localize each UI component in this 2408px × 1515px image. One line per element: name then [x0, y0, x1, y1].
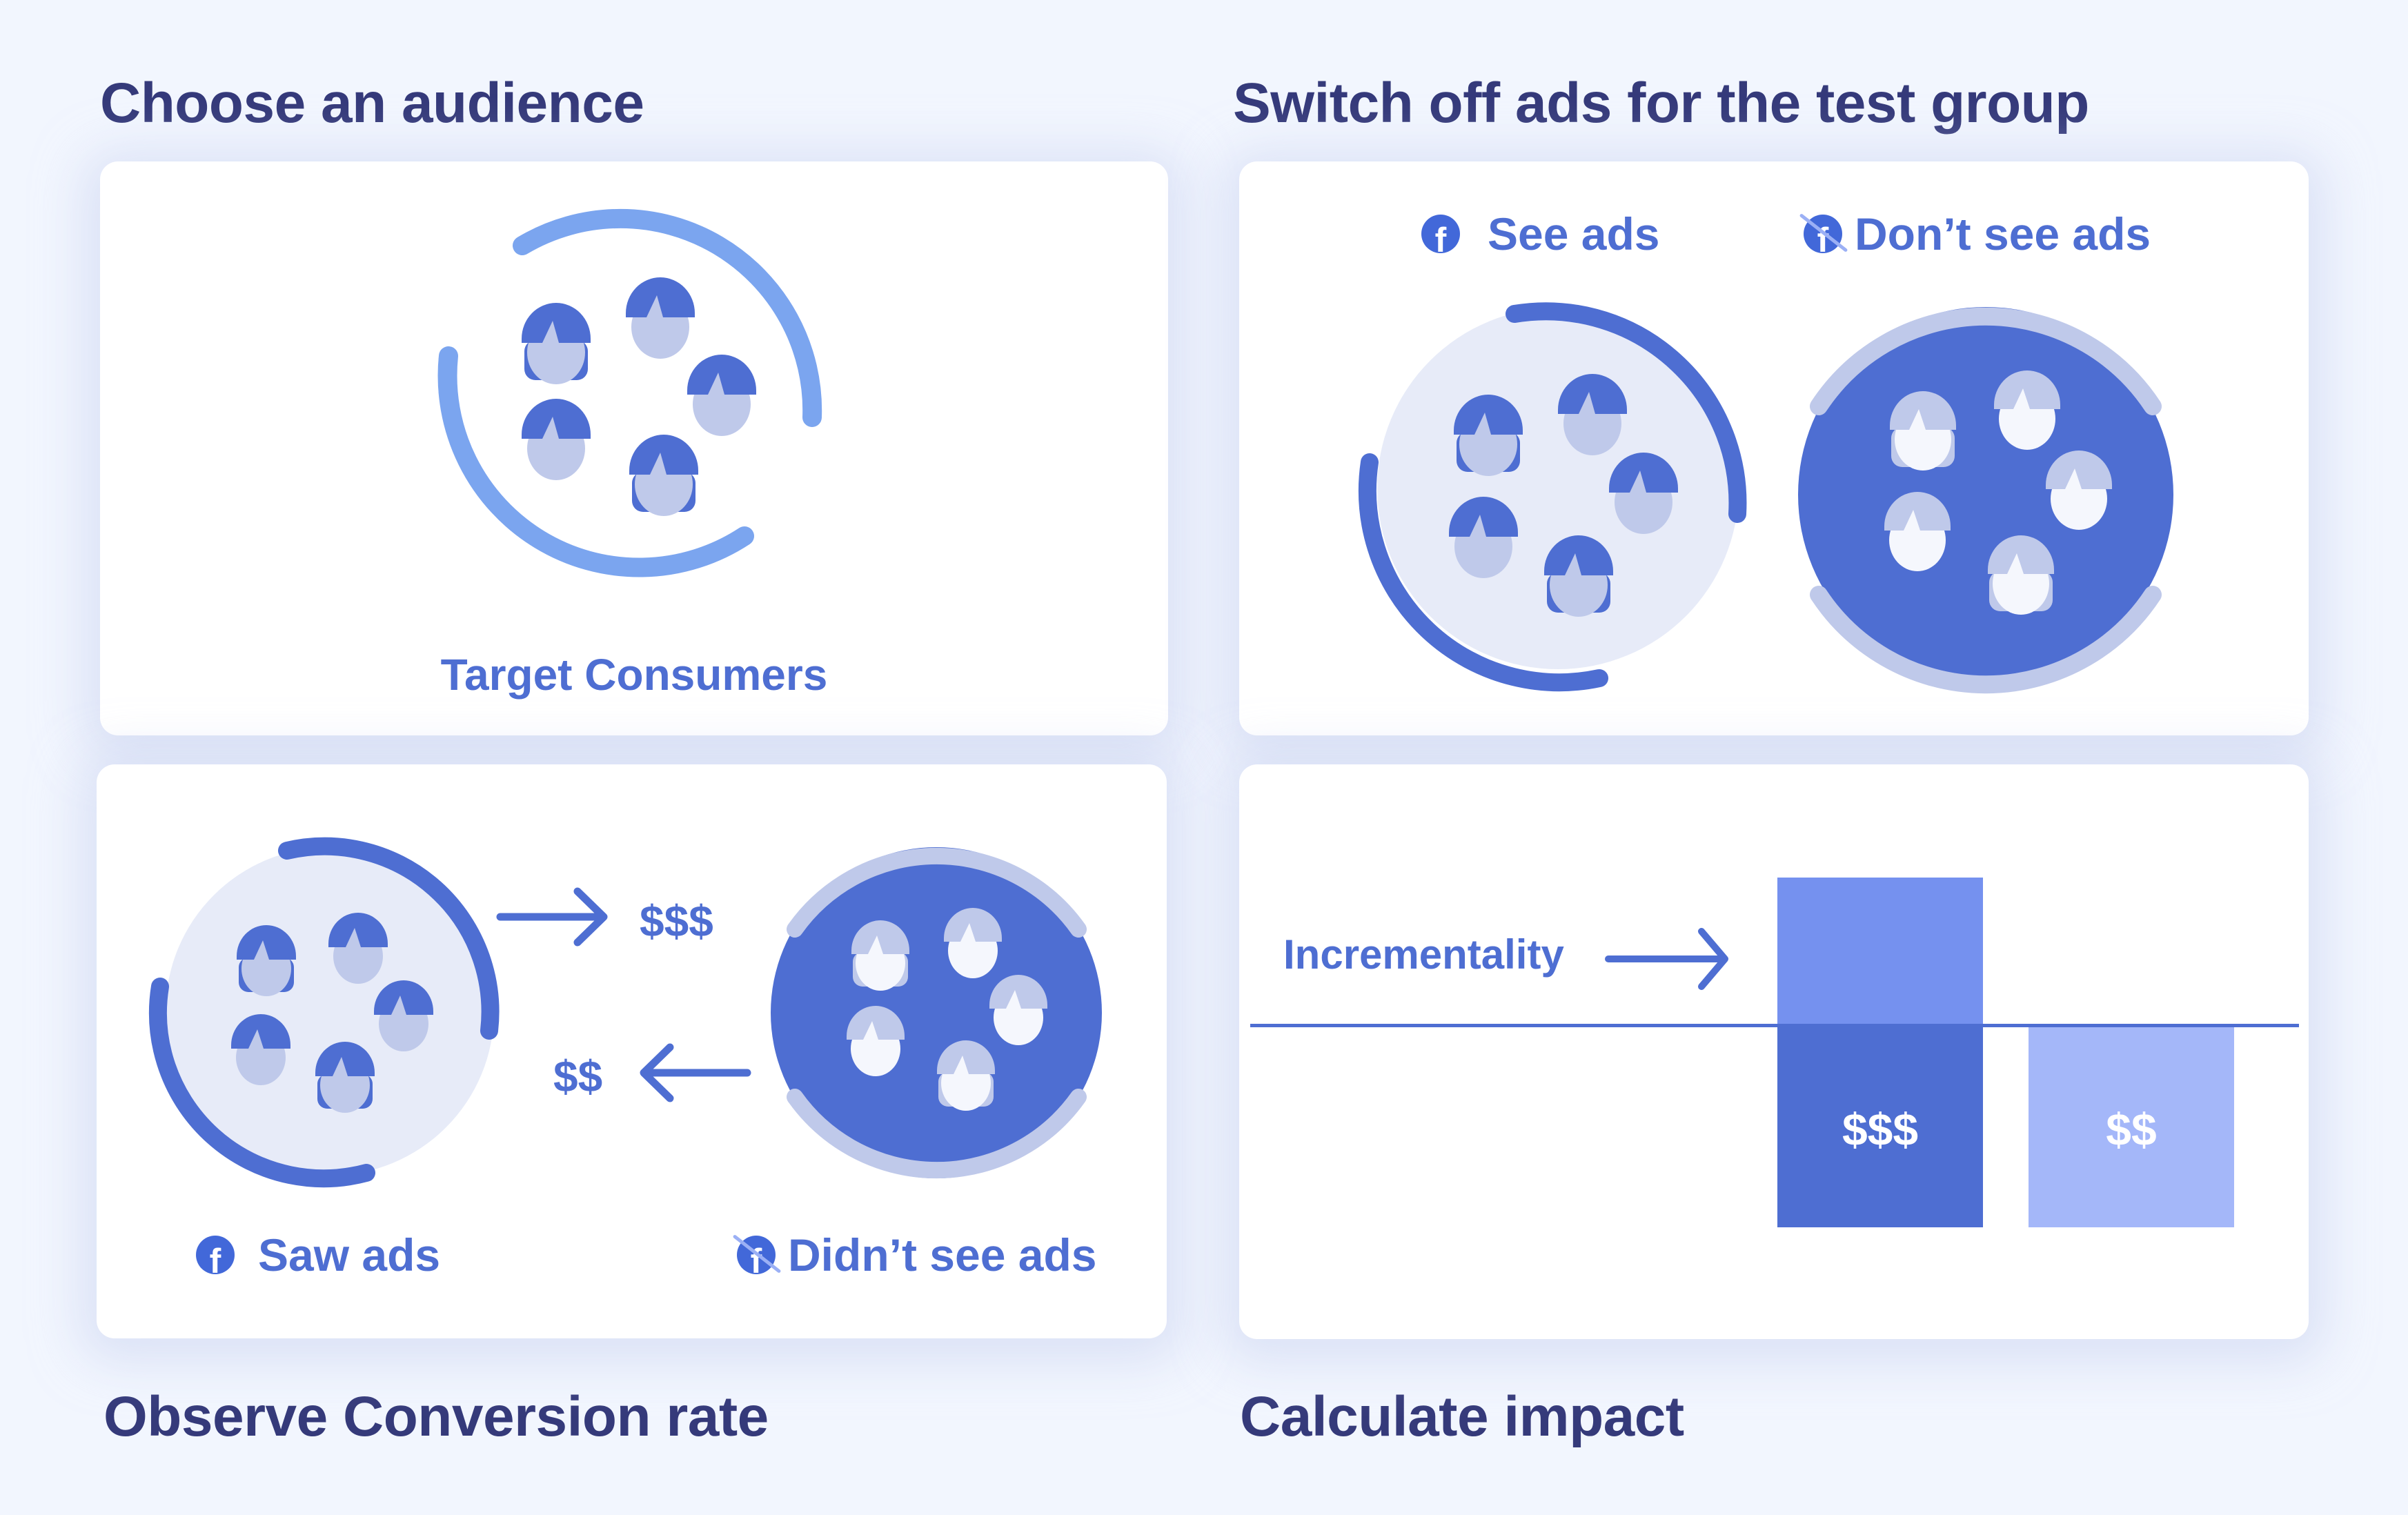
baseline-line [1250, 1024, 2299, 1027]
switch-off-card: f See ads f Don’t see ads [1239, 161, 2309, 735]
didnt-see-ads-text: Didn’t see ads [788, 1229, 1097, 1280]
step-title-switch-off-ads: Switch off ads for the test group [1233, 72, 2089, 135]
facebook-crossed-icon: f [732, 1234, 782, 1278]
calculate-impact-card: Incrementality $$$ $$ [1239, 764, 2309, 1339]
dont-see-ads-label: f Don’t see ads [1799, 208, 2151, 259]
control-group-bar [2029, 1027, 2234, 1227]
target-consumers-caption: Target Consumers [440, 650, 828, 700]
arrow-right-icon [496, 887, 608, 947]
person-icon [687, 355, 756, 436]
dont-see-ads-text: Don’t see ads [1855, 208, 2151, 259]
step-title-observe-conversion: Observe Conversion rate [103, 1385, 769, 1448]
target-audience-illustration [437, 208, 822, 577]
facebook-crossed-icon: f [1799, 213, 1848, 257]
see-ads-text: See ads [1488, 208, 1660, 259]
incrementality-bar-segment [1777, 878, 1983, 1027]
audience-card: Target Consumers [100, 161, 1168, 735]
control-group-bar-label: $$ [2106, 1104, 2157, 1155]
person-icon [629, 435, 698, 516]
arrow-left-icon [640, 1043, 751, 1102]
didnt-see-ads-group-circle [771, 847, 1102, 1178]
audience-ring-arc-top [513, 208, 822, 427]
impact-bar-chart [1250, 878, 2299, 1227]
control-outcome-value: $$ [553, 1051, 603, 1101]
saw-ads-group-circle [166, 847, 494, 1176]
didnt-see-ads-label: f Didn’t see ads [732, 1229, 1097, 1280]
arrow-right-icon [1605, 928, 1728, 990]
facebook-icon: f [1421, 215, 1460, 257]
control-group-circle [1798, 307, 2173, 682]
incrementality-label: Incrementality [1283, 931, 1564, 978]
step-title-calculate-impact: Calculate impact [1240, 1385, 1684, 1448]
person-icon [522, 303, 591, 384]
person-icon [626, 277, 695, 359]
audience-ring-arc-bottom [437, 346, 754, 577]
step-title-choose-audience: Choose an audience [100, 72, 644, 135]
conversion-comparison-illustration [148, 837, 1102, 1188]
exposed-outcome-value: $$$ [640, 896, 713, 946]
person-icon [522, 399, 591, 480]
see-ads-label: f See ads [1421, 211, 1660, 257]
test-group-bar-label: $$$ [1842, 1104, 1919, 1155]
test-control-groups-illustration [1358, 302, 2173, 694]
saw-ads-text: Saw ads [258, 1229, 441, 1280]
observe-card: $$$ $$ f Saw ads f Didn’t see ads [97, 764, 1167, 1338]
saw-ads-label: f Saw ads [196, 1232, 440, 1278]
facebook-icon: f [196, 1236, 235, 1278]
test-group-bar [1777, 1027, 1983, 1227]
exposed-group-circle [1377, 308, 1739, 669]
